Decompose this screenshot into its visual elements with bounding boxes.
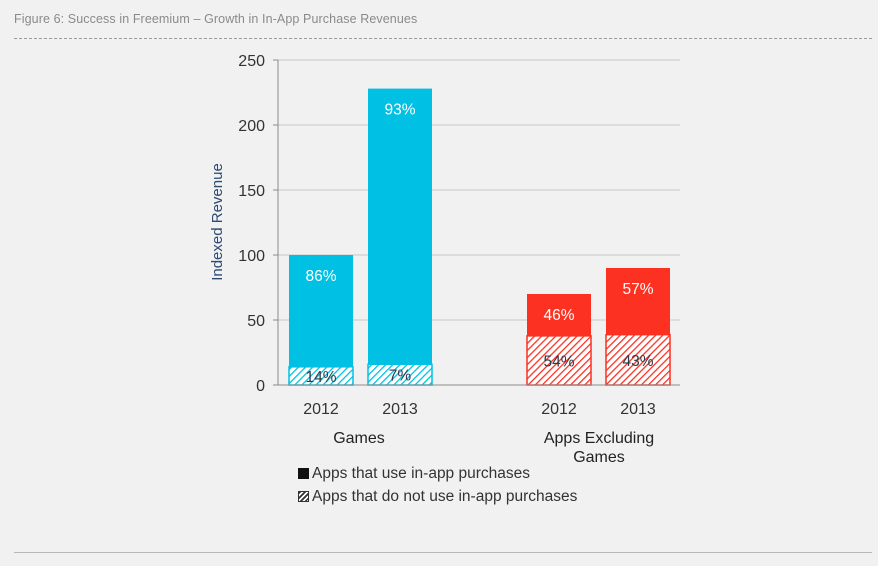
- x-tick-label: 2013: [620, 401, 656, 418]
- axes: 0 50 100 150 200 250 Indexed Revenue 2012 2013 Ga…: [209, 53, 680, 466]
- legend: Apps that use in-app purchases Apps that…: [298, 462, 577, 508]
- x-tick-label: 2012: [541, 401, 577, 418]
- data-label-in-app: 86%: [305, 268, 336, 285]
- y-tick-label: 250: [238, 53, 265, 70]
- legend-swatch-solid: [298, 468, 309, 479]
- legend-item-in-app: Apps that use in-app purchases: [298, 462, 577, 485]
- data-label-in-app: 46%: [543, 307, 574, 324]
- y-tick-label: 0: [256, 378, 265, 395]
- data-label-no-in-app: 43%: [622, 353, 653, 370]
- y-tick-label: 200: [238, 118, 265, 135]
- y-tick-label: 50: [247, 313, 265, 330]
- bar-segment-in-app: [527, 294, 591, 336]
- group-label: Games: [333, 430, 385, 447]
- group-label: Games: [573, 449, 625, 466]
- data-label-no-in-app: 54%: [543, 353, 574, 370]
- x-tick-label: 2013: [382, 401, 418, 418]
- legend-item-no-in-app: Apps that do not use in-app purchases: [298, 485, 577, 508]
- bar-segment-in-app: [606, 268, 670, 335]
- bottom-divider: [14, 552, 872, 553]
- legend-label-no-in-app: Apps that do not use in-app purchases: [312, 487, 578, 505]
- data-label-no-in-app: 7%: [389, 368, 412, 385]
- y-tick-label: 150: [238, 183, 265, 200]
- x-tick-label: 2012: [303, 401, 339, 418]
- data-labels: 86% 14% 93% 7% 46% 54% 57% 43%: [305, 102, 653, 386]
- y-tick-label: 100: [238, 248, 265, 265]
- bar-segment-in-app: [289, 255, 353, 367]
- figure-title: Figure 6: Success in Freemium – Growth i…: [14, 12, 418, 26]
- legend-label-in-app: Apps that use in-app purchases: [312, 464, 530, 482]
- bar-segment-in-app: [368, 88, 432, 365]
- bars: [288, 88, 671, 386]
- data-label-in-app: 93%: [384, 102, 415, 119]
- legend-swatch-hatched: [298, 491, 309, 502]
- y-axis-label: Indexed Revenue: [209, 163, 226, 281]
- data-label-in-app: 57%: [622, 281, 653, 298]
- group-label: Apps Excluding: [544, 430, 654, 447]
- title-divider: [14, 38, 872, 39]
- data-label-no-in-app: 14%: [305, 369, 336, 386]
